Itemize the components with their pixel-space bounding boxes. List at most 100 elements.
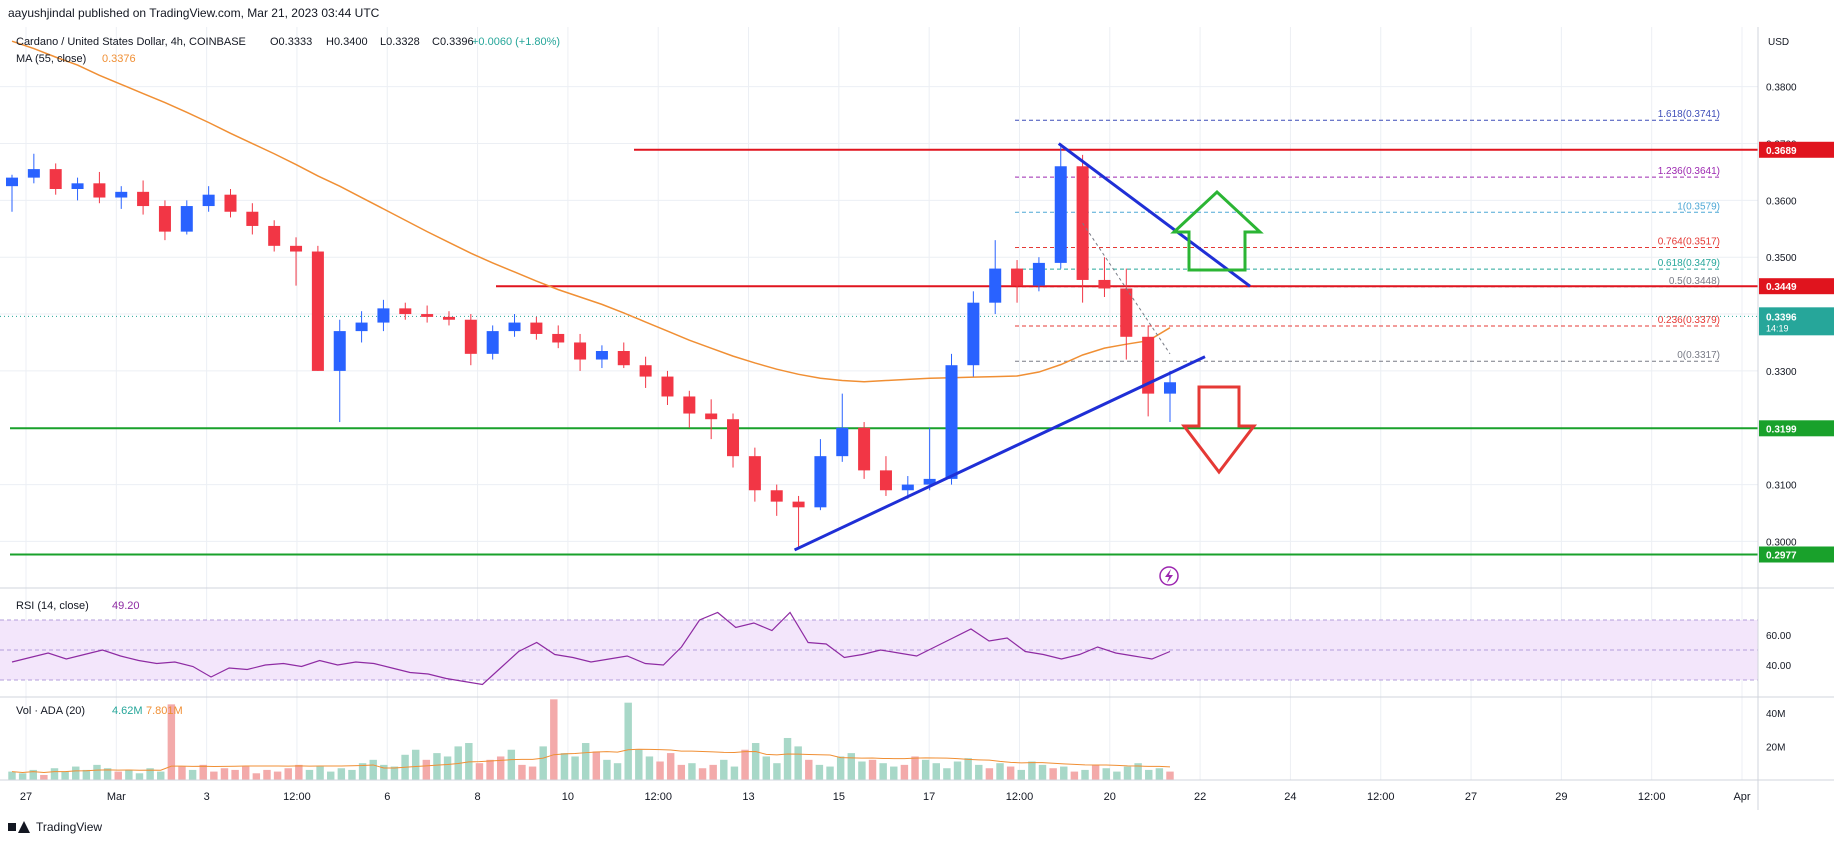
vol-legend-value-2: 7.801M [146, 705, 183, 717]
rsi-legend-label: RSI (14, close) [16, 600, 89, 612]
bar-countdown: 14:19 [1766, 323, 1789, 333]
candle-body [748, 456, 761, 491]
time-tick-label: 6 [384, 791, 390, 803]
volume-pane[interactable] [0, 697, 1758, 780]
volume-bar [178, 766, 186, 780]
volume-bar [975, 764, 983, 780]
moving-average [11, 40, 1171, 383]
publish-caption: aayushjindal published on TradingView.co… [8, 6, 380, 20]
volume-bar [443, 756, 452, 780]
time-tick-label: 20 [1104, 791, 1116, 803]
volume-bar [592, 751, 601, 780]
candle-body [1098, 279, 1111, 289]
volume-bar [135, 773, 144, 780]
volume-bar [50, 768, 59, 780]
fib-level-label: 0.618(0.3479) [1658, 258, 1720, 269]
time-tick-label: Apr [1733, 791, 1750, 803]
volume-bar [103, 768, 112, 780]
candle-body [268, 225, 281, 246]
volume-bar [762, 756, 771, 780]
price-tick-label: 0.3300 [1766, 367, 1797, 378]
volume-bar [475, 763, 484, 780]
candle-body [617, 351, 630, 366]
volume-bar [210, 771, 218, 780]
candle-body [945, 365, 958, 479]
candle-body [1076, 166, 1089, 280]
volume-bar [305, 769, 314, 780]
candle-body [486, 331, 499, 354]
volume-bar [858, 761, 866, 780]
candle-body [202, 194, 215, 207]
candle-body [595, 351, 608, 360]
volume-bar [890, 766, 898, 780]
volume-bar [1134, 763, 1142, 780]
volume-bar [61, 771, 69, 780]
ma-legend-label: MA (55, close) [16, 53, 86, 65]
volume-bar [964, 758, 972, 780]
volume-bar [252, 773, 261, 780]
candle-body [1120, 288, 1133, 337]
volume-bar [1060, 766, 1068, 780]
candle-body [137, 191, 150, 207]
volume-bar [518, 764, 526, 780]
candle-body [377, 308, 390, 323]
candle-body [311, 251, 324, 371]
time-tick-label: 22 [1194, 791, 1206, 803]
last-price-tag [1759, 307, 1834, 336]
candle-body [464, 319, 477, 354]
volume-bar [1038, 764, 1047, 780]
price-axis[interactable]: 0.38000.37000.36000.35000.34000.33000.31… [1759, 83, 1834, 754]
ascending-trendline [793, 355, 1206, 552]
time-tick-label: 12:00 [1638, 791, 1666, 803]
volume-bar [263, 769, 271, 780]
volume-bar [507, 749, 516, 780]
trendlines [793, 142, 1251, 552]
event-flash-icon[interactable] [1159, 566, 1179, 586]
time-axis[interactable]: 27 Mar 3 12:00 6 8 10 12:00 13 15 17 12:00 20 22 24 12:… [20, 791, 1751, 803]
volume-bar [921, 759, 930, 780]
volume-bar [932, 763, 940, 780]
brand-name: TradingView [36, 820, 103, 834]
tradingview-logo-icon [8, 821, 30, 833]
price-pane[interactable] [0, 27, 1758, 567]
candle-body [967, 302, 980, 366]
volume-bar [900, 764, 909, 780]
candle-body [530, 322, 543, 334]
horizontal-levels [0, 148, 1758, 556]
level-price-tag [1759, 546, 1834, 563]
volume-bar [337, 768, 346, 780]
volume-bar [422, 759, 431, 780]
volume-bar [72, 766, 80, 780]
volume-bar [1049, 768, 1057, 780]
volume-bar [645, 756, 654, 780]
vol-legend-label: Vol · ADA (20) [16, 705, 85, 717]
volume-bar [114, 771, 122, 780]
candle-body [858, 427, 871, 471]
breakout-up-arrow-icon [1170, 189, 1264, 272]
volume-bar [326, 771, 335, 780]
volume-bar [911, 756, 919, 780]
event-flash-glyph [1165, 569, 1173, 583]
volume-bar [199, 764, 207, 780]
tradingview-brand[interactable]: TradingView [8, 820, 102, 834]
fibonacci-levels: 1.618(0.3741) 1.236(0.3641) 1(0.3579) 0.764… [1015, 109, 1720, 362]
fib-level-label: 1.618(0.3741) [1658, 109, 1720, 120]
fib-level-label: 1(0.3579) [1677, 201, 1720, 212]
candle-body [727, 419, 740, 457]
volume-bar [157, 771, 165, 780]
price-tick-label: 0.3100 [1766, 481, 1797, 492]
level-price-value: 0.3689 [1766, 146, 1797, 157]
time-tick-label: 12:00 [1367, 791, 1395, 803]
price-tick-label: 0.3000 [1766, 537, 1797, 548]
volume-bar [1017, 769, 1025, 780]
candle-body [5, 177, 19, 187]
candle-body [552, 333, 565, 343]
volume-bar [146, 768, 154, 780]
volume-bar [560, 753, 569, 780]
volume-bar [167, 704, 176, 780]
price-tick-label: 0.3600 [1766, 196, 1797, 207]
candle-body [180, 206, 193, 232]
volume-bar [783, 737, 792, 780]
time-tick-label: 10 [562, 791, 574, 803]
